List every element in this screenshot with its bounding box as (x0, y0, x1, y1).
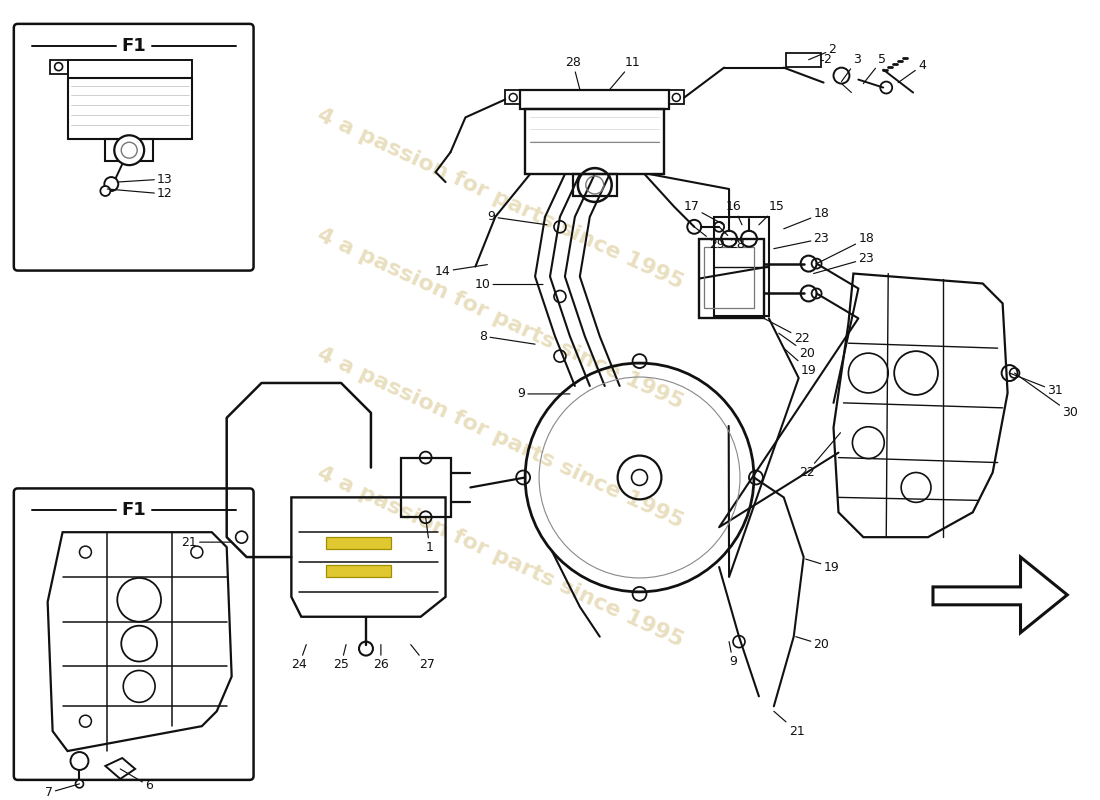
Bar (714, 217, 769, 316)
Text: 19: 19 (805, 559, 839, 574)
Text: 2: 2 (824, 53, 832, 66)
Text: 13: 13 (118, 173, 173, 186)
Text: 22: 22 (799, 433, 840, 479)
Text: 16: 16 (726, 201, 742, 225)
Bar (327, 537, 390, 549)
Text: 9: 9 (517, 387, 570, 401)
FancyBboxPatch shape (14, 489, 254, 780)
Text: 27: 27 (410, 645, 435, 671)
Text: 24: 24 (292, 645, 307, 671)
Text: 23: 23 (814, 252, 874, 274)
Circle shape (76, 780, 84, 788)
Text: 14: 14 (434, 265, 487, 278)
Text: 9: 9 (487, 210, 547, 225)
Text: 21: 21 (773, 711, 804, 738)
FancyBboxPatch shape (14, 24, 254, 270)
Text: 15: 15 (759, 201, 784, 225)
Text: 9: 9 (729, 642, 737, 668)
Text: 31: 31 (1010, 373, 1063, 398)
Bar (520, 90, 670, 110)
Text: 4 a passion for parts since 1995: 4 a passion for parts since 1995 (314, 224, 686, 412)
Text: 10: 10 (474, 278, 543, 291)
Text: F1: F1 (121, 37, 146, 54)
Bar (785, 53, 821, 66)
Text: 4 a passion for parts since 1995: 4 a passion for parts since 1995 (314, 105, 686, 293)
Bar (327, 565, 390, 577)
Circle shape (100, 186, 110, 196)
Text: 28: 28 (719, 227, 745, 251)
Text: 20: 20 (795, 637, 829, 651)
Text: 30: 30 (1014, 373, 1078, 419)
Text: 19: 19 (784, 348, 816, 377)
Bar (106, 139, 153, 161)
Text: 17: 17 (683, 201, 724, 225)
Text: 18: 18 (816, 232, 875, 264)
Text: 4 a passion for parts since 1995: 4 a passion for parts since 1995 (314, 344, 686, 532)
Circle shape (672, 94, 680, 102)
Bar (525, 110, 664, 174)
Text: 7: 7 (45, 784, 79, 799)
Bar (573, 174, 617, 196)
Text: 3: 3 (842, 53, 861, 82)
Text: 2: 2 (808, 43, 836, 60)
Text: 22: 22 (763, 318, 810, 345)
Text: 6: 6 (120, 769, 153, 792)
Bar (67, 60, 191, 78)
Text: 12: 12 (108, 187, 173, 201)
Text: 8: 8 (480, 330, 535, 344)
Circle shape (55, 62, 63, 70)
Text: 18: 18 (784, 207, 829, 229)
Text: 21: 21 (182, 536, 232, 549)
Text: 4 a passion for parts since 1995: 4 a passion for parts since 1995 (314, 463, 686, 651)
Circle shape (509, 94, 517, 102)
Bar (704, 246, 754, 308)
Text: 4: 4 (899, 59, 926, 82)
Circle shape (104, 177, 119, 191)
Bar (400, 458, 451, 518)
Text: 1: 1 (426, 518, 433, 554)
Text: 23: 23 (773, 232, 829, 249)
Text: 29: 29 (694, 227, 725, 251)
Text: F1: F1 (121, 502, 146, 519)
Circle shape (114, 135, 144, 165)
Text: 20: 20 (779, 334, 815, 360)
Text: 11: 11 (609, 56, 640, 90)
Bar (700, 238, 763, 318)
Bar (67, 78, 191, 139)
Text: 5: 5 (864, 53, 887, 83)
Text: 28: 28 (565, 56, 581, 90)
Text: 25: 25 (333, 645, 349, 671)
Text: 26: 26 (373, 645, 388, 671)
